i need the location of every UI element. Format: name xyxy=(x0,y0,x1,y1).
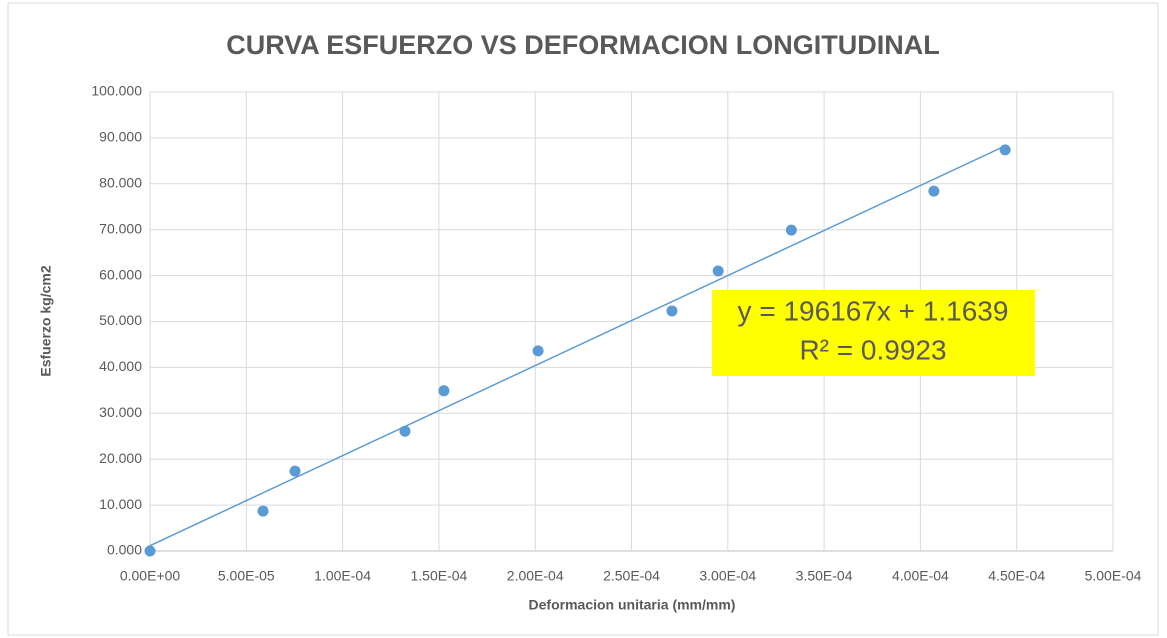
point xyxy=(928,185,940,197)
x-tick-label: 4.00E-04 xyxy=(892,568,949,584)
y-tick-label: 50.000 xyxy=(99,312,142,328)
x-tick-label: 3.00E-04 xyxy=(699,568,756,584)
x-tick-label: 1.50E-04 xyxy=(410,568,467,584)
trendline-equation: y = 196167x + 1.1639 xyxy=(738,295,1009,326)
chart-title: CURVA ESFUERZO VS DEFORMACION LONGITUDIN… xyxy=(226,30,940,60)
x-tick-label: 5.00E-04 xyxy=(1085,568,1142,584)
point xyxy=(666,305,678,317)
trendline xyxy=(149,145,1006,547)
y-tick-label: 20.000 xyxy=(99,450,142,466)
point xyxy=(532,345,544,357)
y-tick-label: 60.000 xyxy=(99,266,142,282)
y-tick-label: 80.000 xyxy=(99,175,142,191)
x-tick-label: 2.50E-04 xyxy=(603,568,660,584)
y-tick-label: 90.000 xyxy=(99,129,142,145)
y-tick-label: 30.000 xyxy=(99,404,142,420)
x-axis-title: Deformacion unitaria (mm/mm) xyxy=(529,597,736,613)
point xyxy=(999,144,1011,156)
x-tick-label: 5.00E-05 xyxy=(218,568,275,584)
x-tick-label: 4.50E-04 xyxy=(988,568,1045,584)
point xyxy=(438,385,450,397)
point xyxy=(257,505,269,517)
x-tick-label: 3.50E-04 xyxy=(796,568,853,584)
x-tick-label: 2.00E-04 xyxy=(507,568,564,584)
x-tick-label: 1.00E-04 xyxy=(314,568,371,584)
y-tick-label: 0.000 xyxy=(107,542,142,558)
x-tick-label: 0.00E+00 xyxy=(120,568,181,584)
y-tick-label: 70.000 xyxy=(99,220,142,236)
point xyxy=(399,425,411,437)
point xyxy=(712,265,724,277)
point xyxy=(785,224,797,236)
trendline-label-box xyxy=(712,290,1035,376)
point xyxy=(144,545,156,557)
y-tick-label: 10.000 xyxy=(99,496,142,512)
y-tick-label: 40.000 xyxy=(99,358,142,374)
trendline-r2: R² = 0.9923 xyxy=(799,334,946,365)
y-axis-title: Esfuerzo kg/cm2 xyxy=(38,265,54,376)
y-tick-label: 100.000 xyxy=(91,83,142,99)
point xyxy=(289,465,301,477)
